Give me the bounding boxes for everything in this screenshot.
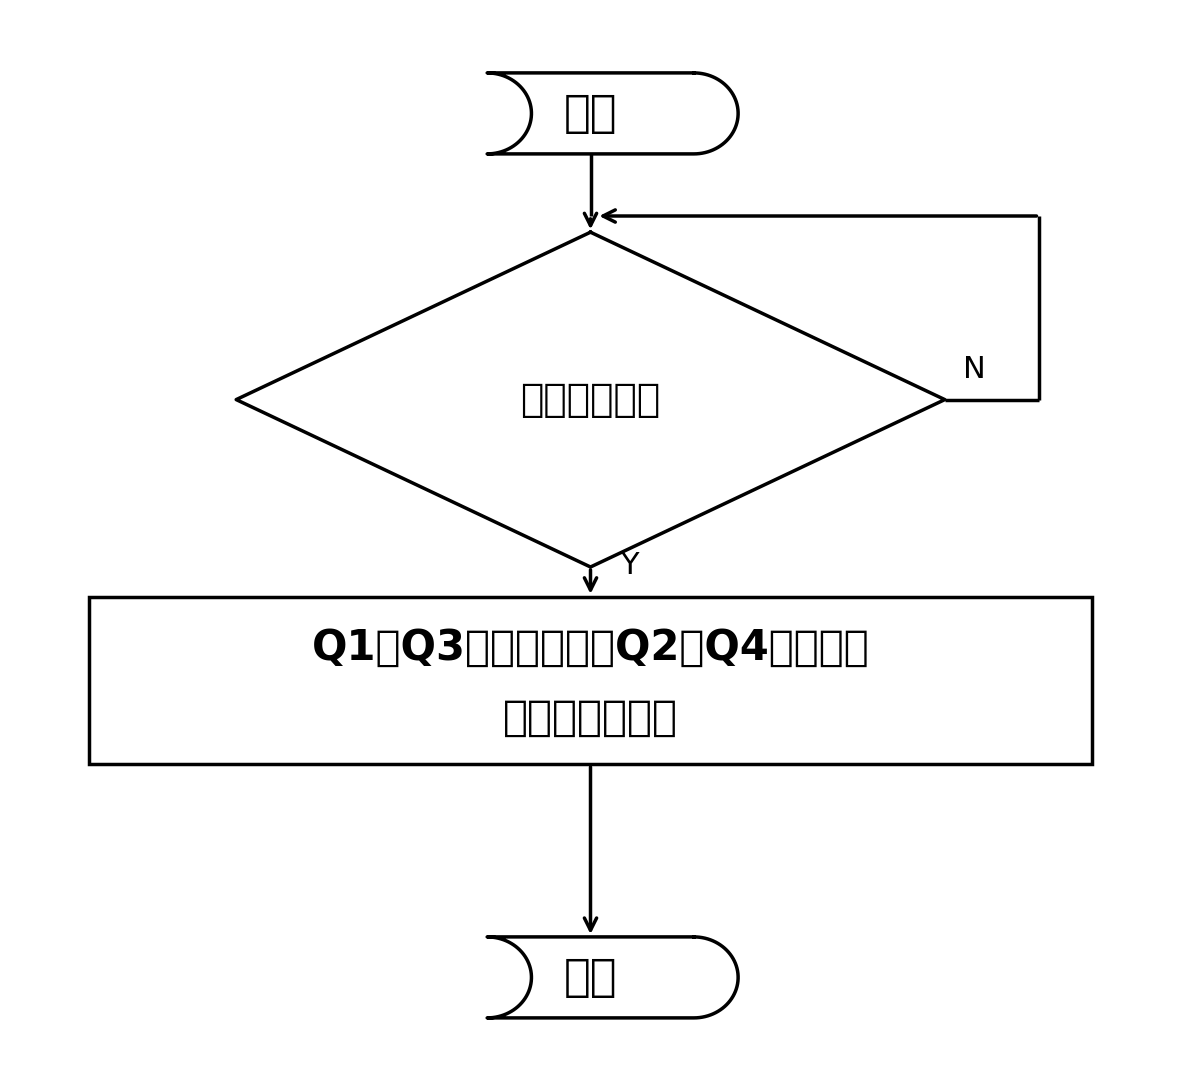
Polygon shape: [236, 232, 945, 567]
Polygon shape: [487, 72, 738, 153]
Text: Q1、Q3功率管导通和Q2、Q4功率管工: Q1、Q3功率管导通和Q2、Q4功率管工: [312, 627, 869, 669]
Text: N: N: [963, 355, 985, 383]
Text: 开始: 开始: [563, 92, 618, 135]
Text: 作在线性放大区: 作在线性放大区: [503, 698, 678, 739]
Text: 结束: 结束: [563, 956, 618, 999]
Text: Y: Y: [620, 551, 639, 580]
Bar: [89, 596, 1092, 765]
Polygon shape: [487, 936, 738, 1017]
Text: 释能信号有效: 释能信号有效: [521, 380, 660, 419]
